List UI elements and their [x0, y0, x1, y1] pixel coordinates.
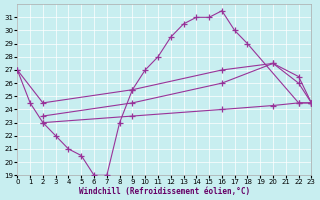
X-axis label: Windchill (Refroidissement éolien,°C): Windchill (Refroidissement éolien,°C) [79, 187, 250, 196]
